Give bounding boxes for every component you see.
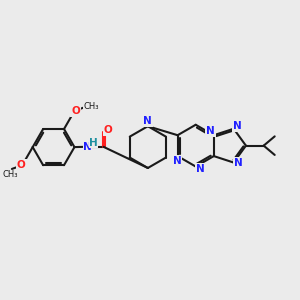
- Text: O: O: [104, 125, 112, 135]
- Text: O: O: [71, 106, 80, 116]
- Text: N: N: [206, 126, 215, 136]
- Text: N: N: [173, 156, 182, 166]
- Text: H: H: [89, 138, 98, 148]
- Text: N: N: [196, 164, 205, 174]
- Text: N: N: [233, 121, 242, 131]
- Text: N: N: [143, 116, 152, 126]
- Text: N: N: [234, 158, 242, 167]
- Text: O: O: [17, 160, 26, 170]
- Text: N: N: [83, 142, 92, 152]
- Text: CH₃: CH₃: [83, 102, 99, 111]
- Text: CH₃: CH₃: [3, 170, 18, 179]
